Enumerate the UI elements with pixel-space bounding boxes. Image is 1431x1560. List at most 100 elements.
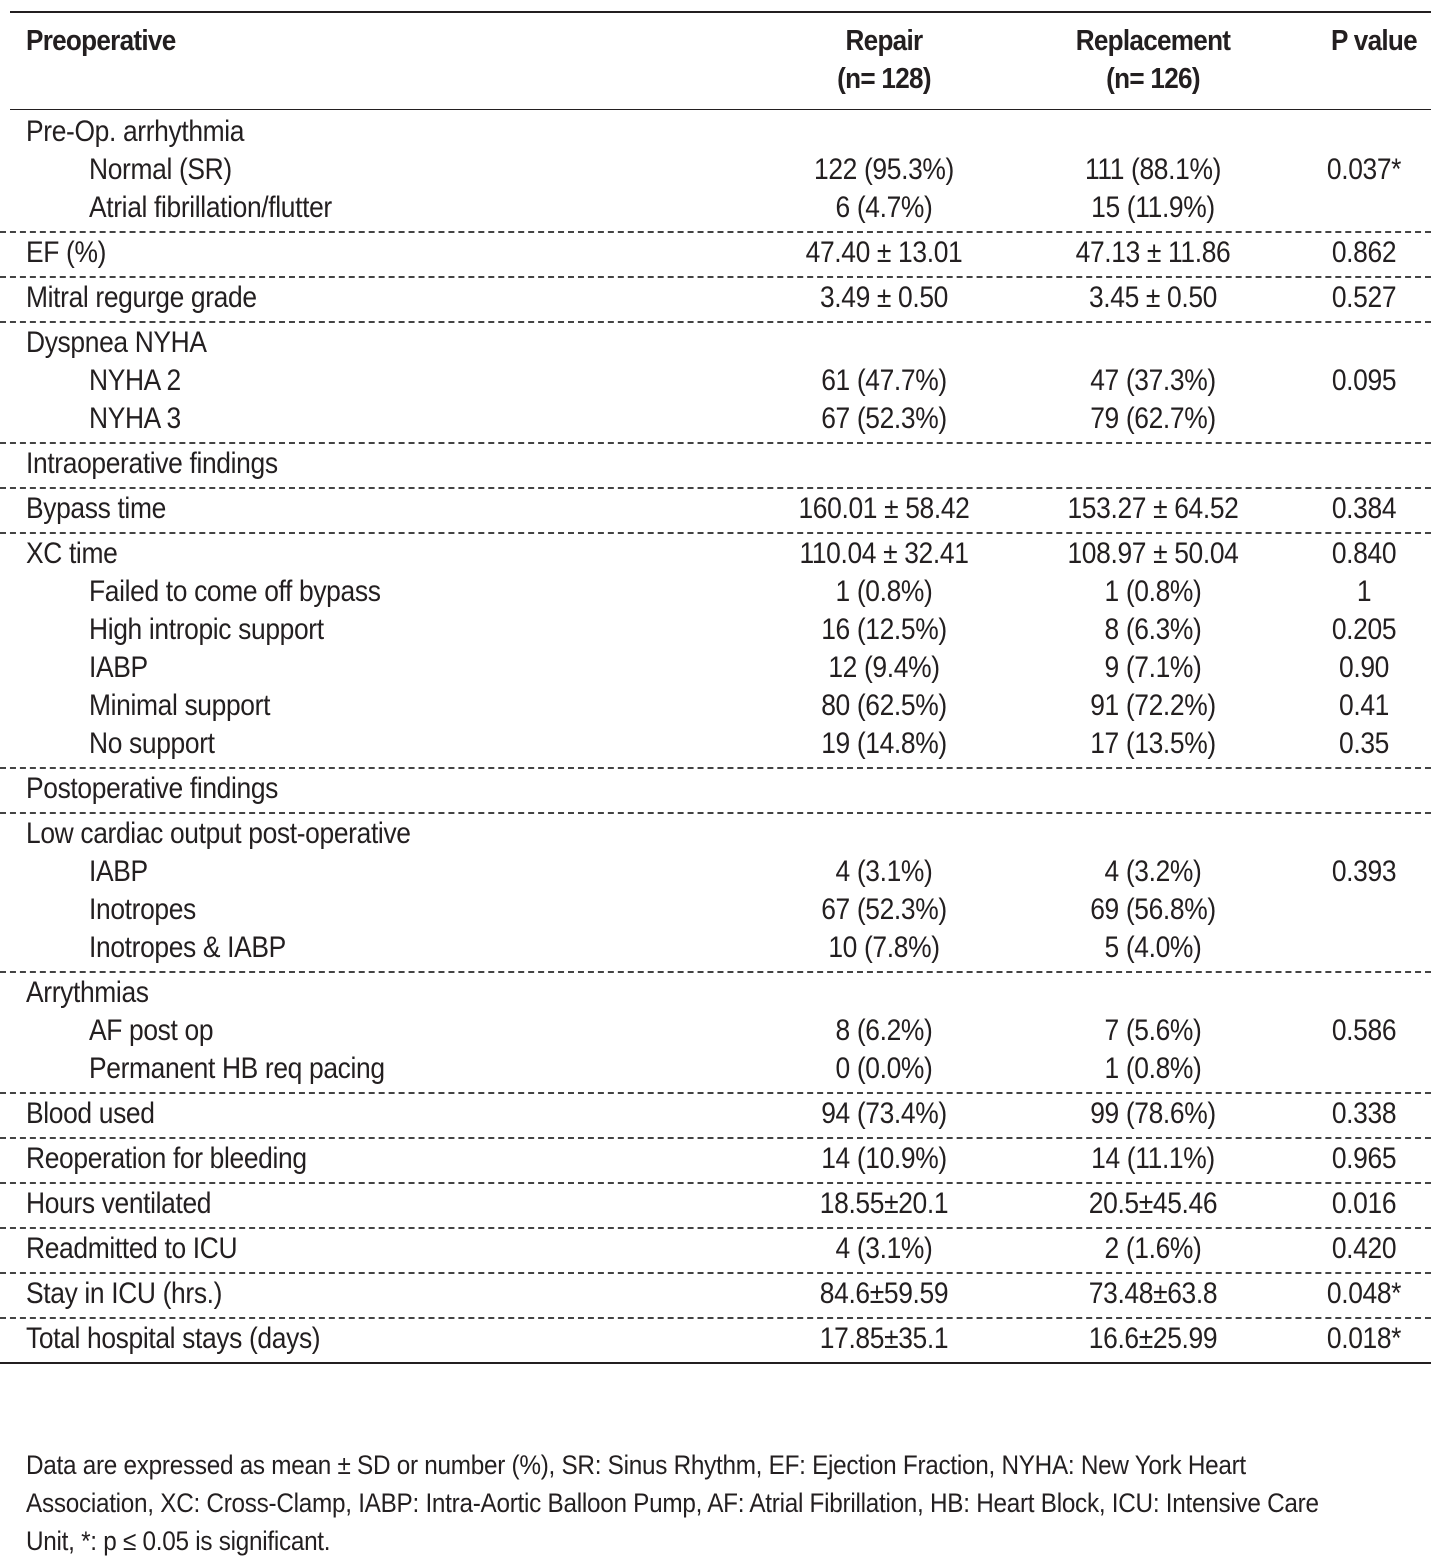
table-row: Arrythmias <box>0 974 1431 1012</box>
row-group: Total hospital stays (days) 17.85±35.1 16.… <box>0 1319 1431 1364</box>
cell-replacement: 1 (0.8%) <box>1104 575 1202 608</box>
cell-replacement: 17 (13.5%) <box>1090 727 1216 760</box>
cell-replacement: 3.45 ± 0.50 <box>1088 281 1218 314</box>
table-row: Permanent HB req pacing 0 (0.0%) 1 (0.8%) <box>0 1050 1431 1088</box>
cell-p-value: 0.018* <box>1326 1322 1402 1355</box>
cell-replacement: 79 (62.7%) <box>1090 402 1216 435</box>
row-label: NYHA 2 <box>89 364 181 397</box>
cell-p-value: 0.393 <box>1331 855 1397 888</box>
row-label: Inotropes <box>89 893 196 926</box>
cell-repair: 67 (52.3%) <box>821 402 947 435</box>
row-label: IABP <box>89 855 148 888</box>
cell-p-value: 0.840 <box>1331 537 1397 570</box>
cell-p-value: 0.338 <box>1331 1097 1397 1130</box>
cell-repair: 0 (0.0%) <box>835 1052 933 1085</box>
row-label: IABP <box>89 651 148 684</box>
cell-p-value: 0.420 <box>1331 1232 1397 1265</box>
cell-repair: 18.55±20.1 <box>819 1187 949 1220</box>
table-row: No support 19 (14.8%) 17 (13.5%) 0.35 <box>0 725 1431 763</box>
row-label: XC time <box>26 537 118 570</box>
row-label: Stay in ICU (hrs.) <box>26 1277 223 1310</box>
row-group: Stay in ICU (hrs.) 84.6±59.59 73.48±63.8 0.… <box>0 1274 1431 1319</box>
table-row: AF post op 8 (6.2%) 7 (5.6%) 0.586 <box>0 1012 1431 1050</box>
row-group: EF (%) 47.40 ± 13.01 47.13 ± 11.86 0.862 <box>0 233 1431 278</box>
row-label: AF post op <box>89 1014 214 1047</box>
cell-replacement: 5 (4.0%) <box>1104 931 1202 964</box>
cell-replacement: 1 (0.8%) <box>1104 1052 1202 1085</box>
row-group: Readmitted to ICU 4 (3.1%) 2 (1.6%) 0.420 <box>0 1229 1431 1274</box>
cell-repair: 1 (0.8%) <box>835 575 933 608</box>
table-row: Failed to come off bypass 1 (0.8%) 1 (0.8%… <box>0 573 1431 611</box>
cell-replacement: 4 (3.2%) <box>1104 855 1202 888</box>
cell-replacement: 99 (78.6%) <box>1090 1097 1216 1130</box>
row-label: Postoperative findings <box>26 772 279 805</box>
row-group: Postoperative findings <box>0 769 1431 814</box>
cell-replacement: 111 (88.1%) <box>1084 153 1222 186</box>
cell-repair: 84.6±59.59 <box>819 1277 949 1310</box>
row-label: Normal (SR) <box>89 153 232 186</box>
table-row: IABP 12 (9.4%) 9 (7.1%) 0.90 <box>0 649 1431 687</box>
table-row: Reoperation for bleeding 14 (10.9%) 14 (11… <box>0 1140 1431 1178</box>
table-row: Total hospital stays (days) 17.85±35.1 16.… <box>0 1320 1431 1358</box>
cell-p-value: 0.41 <box>1339 689 1389 722</box>
cell-repair: 122 (95.3%) <box>814 153 954 186</box>
cell-replacement: 108.97 ± 50.04 <box>1067 537 1239 570</box>
cell-repair: 17.85±35.1 <box>819 1322 949 1355</box>
row-label: Dyspnea NYHA <box>26 326 207 359</box>
header-replacement-n: (n= 126) <box>1106 63 1200 95</box>
row-label: Failed to come off bypass <box>89 575 381 608</box>
row-label: Total hospital stays (days) <box>26 1322 321 1355</box>
row-label: Readmitted to ICU <box>26 1232 238 1265</box>
row-label: Bypass time <box>26 492 166 525</box>
table-row: Intraoperative findings <box>0 445 1431 483</box>
row-label: Intraoperative findings <box>26 447 278 480</box>
cell-replacement: 20.5±45.46 <box>1088 1187 1218 1220</box>
table-row: Normal (SR) 122 (95.3%) 111 (88.1%) 0.037* <box>0 151 1431 189</box>
row-group: Low cardiac output post-operative IABP 4 (… <box>0 814 1431 973</box>
row-group: Mitral regurge grade 3.49 ± 0.50 3.45 ± 0.… <box>0 278 1431 323</box>
table-row: Pre-Op. arrhythmia <box>0 113 1431 151</box>
cell-repair: 67 (52.3%) <box>821 893 947 926</box>
cell-replacement: 14 (11.1%) <box>1091 1142 1215 1175</box>
row-group: Hours ventilated 18.55±20.1 20.5±45.46 0.01… <box>0 1184 1431 1229</box>
cell-replacement: 91 (72.2%) <box>1090 689 1216 722</box>
table-row: Atrial fibrillation/flutter 6 (4.7%) 15 (1… <box>0 189 1431 227</box>
cell-replacement: 47 (37.3%) <box>1090 364 1216 397</box>
cell-repair: 12 (9.4%) <box>828 651 940 684</box>
cell-replacement: 15 (11.9%) <box>1091 191 1215 224</box>
cell-p-value: 0.037* <box>1326 153 1402 186</box>
row-label: Atrial fibrillation/flutter <box>89 191 332 224</box>
table-row: EF (%) 47.40 ± 13.01 47.13 ± 11.86 0.862 <box>0 234 1431 272</box>
row-label: Inotropes & IABP <box>89 931 286 964</box>
table-row: NYHA 2 61 (47.7%) 47 (37.3%) 0.095 <box>0 362 1431 400</box>
row-label: Minimal support <box>89 689 271 722</box>
cell-replacement: 47.13 ± 11.86 <box>1075 236 1231 269</box>
table-footnote: Data are expressed as mean ± SD or numbe… <box>26 1450 1319 1556</box>
table-row: Postoperative findings <box>0 770 1431 808</box>
table-row: High intropic support 16 (12.5%) 8 (6.3%) 0… <box>0 611 1431 649</box>
table-row: Stay in ICU (hrs.) 84.6±59.59 73.48±63.8 0.… <box>0 1275 1431 1313</box>
cell-repair: 10 (7.8%) <box>828 931 940 964</box>
table-row: Bypass time 160.01 ± 58.42 153.27 ± 64.52 0… <box>0 490 1431 528</box>
cell-replacement: 2 (1.6%) <box>1104 1232 1202 1265</box>
table-row: Inotropes & IABP 10 (7.8%) 5 (4.0%) <box>0 929 1431 967</box>
cell-repair: 14 (10.9%) <box>821 1142 947 1175</box>
row-group: Dyspnea NYHA NYHA 2 61 (47.7%) 47 (37.3%) 0.… <box>0 323 1431 444</box>
cell-p-value: 0.048* <box>1326 1277 1402 1310</box>
row-label: Pre-Op. arrhythmia <box>26 115 245 148</box>
row-group: Arrythmias AF post op 8 (6.2%) 7 (5.6%) 0.58… <box>0 973 1431 1094</box>
table-row: Low cardiac output post-operative <box>0 815 1431 853</box>
cell-p-value: 0.016 <box>1331 1187 1397 1220</box>
cell-p-value: 0.862 <box>1331 236 1397 269</box>
table-row: XC time 110.04 ± 32.41 108.97 ± 50.04 0.840 <box>0 535 1431 573</box>
row-group: Bypass time 160.01 ± 58.42 153.27 ± 64.52 0… <box>0 489 1431 534</box>
table-row: Minimal support 80 (62.5%) 91 (72.2%) 0.41 <box>0 687 1431 725</box>
row-label: NYHA 3 <box>89 402 181 435</box>
cell-replacement: 9 (7.1%) <box>1104 651 1202 684</box>
table-row: Dyspnea NYHA <box>0 324 1431 362</box>
row-group: Intraoperative findings <box>0 444 1431 489</box>
cell-p-value: 0.384 <box>1331 492 1397 525</box>
cell-replacement: 73.48±63.8 <box>1088 1277 1218 1310</box>
cell-p-value: 0.205 <box>1331 613 1397 646</box>
